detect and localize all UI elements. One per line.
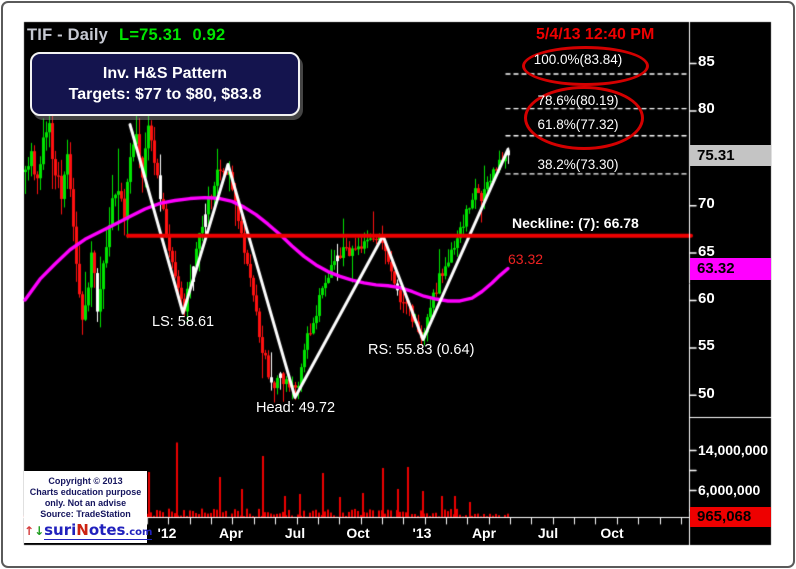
- price-axis-label: 85: [698, 53, 715, 70]
- fib-100-highlight-circle: [522, 46, 649, 86]
- fib-level-label: 38.2%(73.30): [537, 157, 619, 172]
- volume-axis-label: 14,000,000: [698, 442, 769, 458]
- price-axis-label: 65: [698, 242, 715, 260]
- ma-price-badge: 63.32: [690, 258, 771, 280]
- pattern-annotation-box: Inv. H&S Pattern Targets: $77 to $80, $8…: [30, 52, 300, 116]
- date-axis-label: Jul: [284, 525, 306, 541]
- pattern-title: Inv. H&S Pattern: [102, 64, 228, 82]
- surinotes-logo[interactable]: ↑↓suriNotes.com: [24, 521, 153, 541]
- date-axis-label: Apr: [471, 525, 497, 541]
- price-axis-label: 80: [698, 100, 715, 118]
- fib-group-highlight-circle: [524, 86, 644, 150]
- logo-text: suriNotes.com: [44, 521, 153, 540]
- volume-axis-label: 6,000,000: [698, 482, 761, 498]
- date-axis-label: Oct: [600, 525, 624, 541]
- copyright-line: only. Not an advise: [44, 498, 127, 508]
- last-price-label: L=75.31: [119, 26, 182, 44]
- price-axis-label: 55: [698, 337, 715, 355]
- fib-level-label: 100.0%(83.84): [533, 52, 623, 67]
- last-price-badge: 75.31: [690, 145, 771, 166]
- date-axis-label: Oct: [346, 525, 370, 541]
- date-axis-label: '13: [412, 525, 432, 541]
- copyright-line: Charts education purpose: [29, 487, 142, 497]
- symbol-title: TIF - Daily: [27, 26, 109, 44]
- price-axis-label: 60: [698, 290, 715, 307]
- change-label: 0.92: [192, 26, 226, 44]
- fib-level-label: 61.8%(77.32): [537, 117, 619, 132]
- copyright-box: Copyright © 2013 Charts education purpos…: [24, 471, 153, 543]
- date-axis-label: Jul: [537, 525, 559, 541]
- down-arrow-icon: ↓: [34, 524, 45, 538]
- date-axis-label: '12: [157, 525, 177, 541]
- volume-badge: 965,068: [690, 507, 771, 527]
- copyright-line: Source: TradeStation: [40, 509, 131, 519]
- fib-level-label: 78.6%(80.19): [537, 93, 619, 108]
- price-axis-label: 50: [698, 384, 715, 402]
- left-shoulder-label: LS: 58.61: [152, 314, 215, 330]
- timestamp: 5/4/13 12:40 PM: [536, 26, 655, 43]
- copyright-line: Copyright © 2013: [48, 476, 123, 486]
- right-shoulder-label: RS: 55.83 (0.64): [368, 342, 475, 358]
- up-arrow-icon: ↑: [24, 524, 35, 538]
- neckline-label: Neckline: (7): 66.78: [512, 215, 639, 231]
- price-axis-label: 70: [698, 195, 715, 213]
- date-axis-label: Apr: [218, 525, 244, 541]
- pattern-targets: Targets: $77 to $80, $83.8: [68, 85, 262, 103]
- head-label: Head: 49.72: [256, 400, 336, 416]
- ma-value-label: 63.32: [508, 251, 544, 267]
- title-bar: TIF - Daily L=75.31 0.92: [27, 26, 225, 45]
